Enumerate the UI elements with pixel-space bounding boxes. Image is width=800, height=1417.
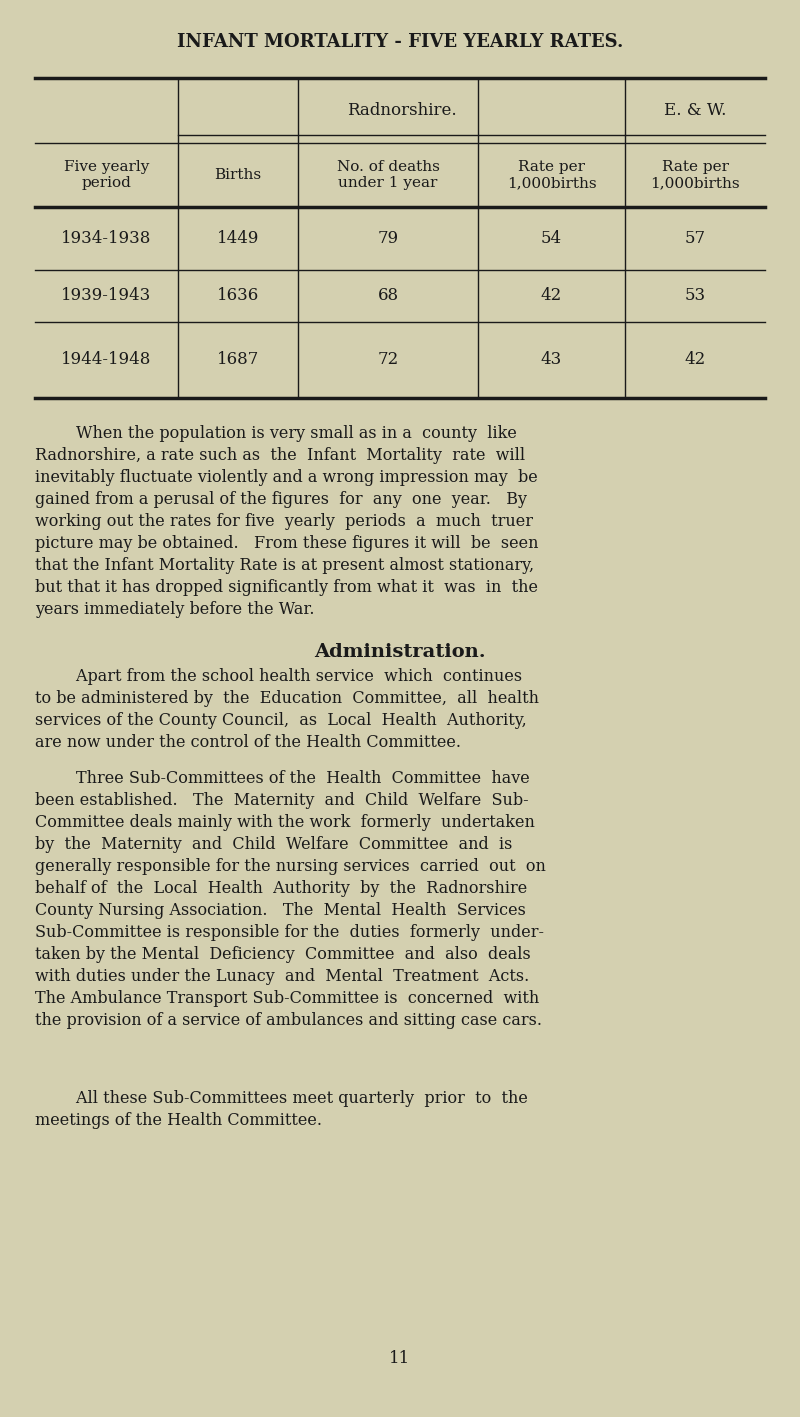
Text: that the Infant Mortality Rate is at present almost stationary,: that the Infant Mortality Rate is at pre… <box>35 557 534 574</box>
Text: inevitably fluctuate violently and a wrong impression may  be: inevitably fluctuate violently and a wro… <box>35 469 538 486</box>
Text: but that it has dropped significantly from what it  was  in  the: but that it has dropped significantly fr… <box>35 580 538 597</box>
Text: 68: 68 <box>378 288 398 305</box>
Text: working out the rates for five  yearly  periods  a  much  truer: working out the rates for five yearly pe… <box>35 513 533 530</box>
Text: gained from a perusal of the figures  for  any  one  year.   By: gained from a perusal of the figures for… <box>35 492 527 509</box>
Text: Administration.: Administration. <box>314 643 486 660</box>
Text: 57: 57 <box>685 230 706 247</box>
Text: meetings of the Health Committee.: meetings of the Health Committee. <box>35 1112 322 1129</box>
Text: picture may be obtained.   From these figures it will  be  seen: picture may be obtained. From these figu… <box>35 536 538 553</box>
Text: 1449: 1449 <box>217 230 259 247</box>
Text: When the population is very small as in a  county  like: When the population is very small as in … <box>35 425 517 442</box>
Text: 54: 54 <box>541 230 562 247</box>
Text: 53: 53 <box>685 288 706 305</box>
Text: Rate per
1,000births: Rate per 1,000births <box>506 160 596 190</box>
Text: taken by the Mental  Deficiency  Committee  and  also  deals: taken by the Mental Deficiency Committee… <box>35 947 530 964</box>
Text: INFANT MORTALITY - FIVE YEARLY RATES.: INFANT MORTALITY - FIVE YEARLY RATES. <box>177 33 623 51</box>
Text: behalf of  the  Local  Health  Authority  by  the  Radnorshire: behalf of the Local Health Authority by … <box>35 880 527 897</box>
Text: the provision of a service of ambulances and sitting case cars.: the provision of a service of ambulances… <box>35 1012 542 1029</box>
Text: 79: 79 <box>378 230 398 247</box>
Text: 42: 42 <box>541 288 562 305</box>
Text: been established.   The  Maternity  and  Child  Welfare  Sub-: been established. The Maternity and Chil… <box>35 792 529 809</box>
Text: with duties under the Lunacy  and  Mental  Treatment  Acts.: with duties under the Lunacy and Mental … <box>35 968 530 985</box>
Text: County Nursing Association.   The  Mental  Health  Services: County Nursing Association. The Mental H… <box>35 903 526 920</box>
Text: Sub-Committee is responsible for the  duties  formerly  under-: Sub-Committee is responsible for the dut… <box>35 924 544 941</box>
Text: 1636: 1636 <box>217 288 259 305</box>
Text: Apart from the school health service  which  continues: Apart from the school health service whi… <box>35 667 522 684</box>
Text: Committee deals mainly with the work  formerly  undertaken: Committee deals mainly with the work for… <box>35 813 535 830</box>
Text: Radnorshire, a rate such as  the  Infant  Mortality  rate  will: Radnorshire, a rate such as the Infant M… <box>35 446 525 463</box>
Text: to be administered by  the  Education  Committee,  all  health: to be administered by the Education Comm… <box>35 690 539 707</box>
Text: 42: 42 <box>684 351 706 368</box>
Text: All these Sub-Committees meet quarterly  prior  to  the: All these Sub-Committees meet quarterly … <box>35 1090 528 1107</box>
Text: services of the County Council,  as  Local  Health  Authority,: services of the County Council, as Local… <box>35 711 526 728</box>
Text: Five yearly
period: Five yearly period <box>64 160 149 190</box>
Text: E. & W.: E. & W. <box>664 102 726 119</box>
Text: 1934-1938: 1934-1938 <box>62 230 152 247</box>
Text: years immediately before the War.: years immediately before the War. <box>35 601 314 618</box>
Text: Radnorshire.: Radnorshire. <box>346 102 456 119</box>
Text: No. of deaths
under 1 year: No. of deaths under 1 year <box>337 160 439 190</box>
Text: 43: 43 <box>541 351 562 368</box>
Text: 1939-1943: 1939-1943 <box>62 288 152 305</box>
Text: The Ambulance Transport Sub-Committee is  concerned  with: The Ambulance Transport Sub-Committee is… <box>35 990 539 1007</box>
Text: generally responsible for the nursing services  carried  out  on: generally responsible for the nursing se… <box>35 859 546 876</box>
Text: 11: 11 <box>390 1350 410 1367</box>
Text: Three Sub-Committees of the  Health  Committee  have: Three Sub-Committees of the Health Commi… <box>35 769 530 786</box>
Text: 72: 72 <box>378 351 398 368</box>
Text: are now under the control of the Health Committee.: are now under the control of the Health … <box>35 734 461 751</box>
Text: 1944-1948: 1944-1948 <box>62 351 152 368</box>
Text: by  the  Maternity  and  Child  Welfare  Committee  and  is: by the Maternity and Child Welfare Commi… <box>35 836 512 853</box>
Text: 1687: 1687 <box>217 351 259 368</box>
Text: Births: Births <box>214 169 262 181</box>
Text: Rate per
1,000births: Rate per 1,000births <box>650 160 740 190</box>
